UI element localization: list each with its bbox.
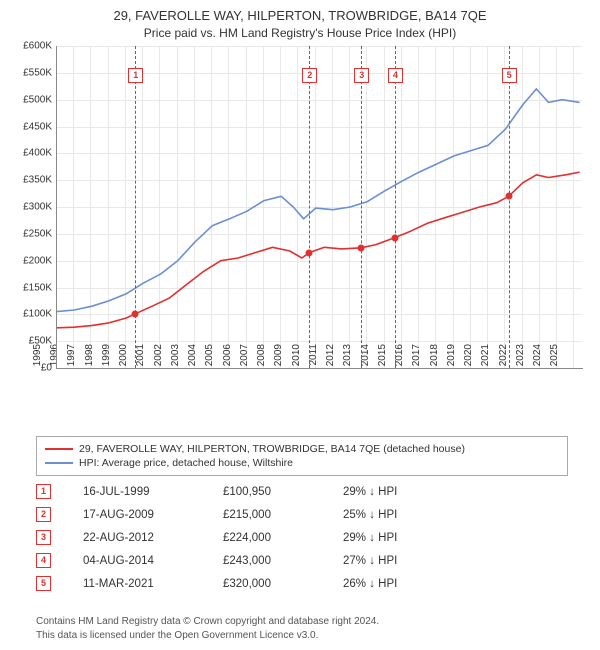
page-subtitle: Price paid vs. HM Land Registry's House … [0,23,600,40]
sale-diff: 29% ↓ HPI [343,486,483,498]
plot-area: 1 2 3 4 5 [56,46,583,369]
sale-date: 17-AUG-2009 [83,509,223,521]
legend-swatch [45,448,73,450]
sale-date: 04-AUG-2014 [83,555,223,567]
legend-swatch [45,462,73,464]
table-row: 2 17-AUG-2009£215,00025% ↓ HPI [36,503,568,526]
legend: 29, FAVEROLLE WAY, HILPERTON, TROWBRIDGE… [36,436,568,476]
ytick-label: £350K [8,175,52,186]
sale-marker-box: 3 [36,530,51,545]
sale-marker-box: 1 [36,484,51,499]
sale-marker-box: 3 [354,68,369,83]
sale-price: £243,000 [223,555,343,567]
ytick-label: £0 [8,363,52,374]
legend-row: 29, FAVEROLLE WAY, HILPERTON, TROWBRIDGE… [45,442,559,456]
table-row: 3 22-AUG-2012£224,00029% ↓ HPI [36,526,568,549]
ytick-label: £50K [8,336,52,347]
sale-marker-line [509,46,510,368]
sale-marker-box: 4 [36,553,51,568]
table-row: 5 11-MAR-2021£320,00026% ↓ HPI [36,572,568,595]
sale-price: £215,000 [223,509,343,521]
table-row: 1 16-JUL-1999£100,95029% ↓ HPI [36,480,568,503]
sale-marker-box: 1 [128,68,143,83]
sale-price: £100,950 [223,486,343,498]
legend-label: 29, FAVEROLLE WAY, HILPERTON, TROWBRIDGE… [79,443,465,455]
table-row: 4 04-AUG-2014£243,00027% ↓ HPI [36,549,568,572]
sale-marker-line [361,46,362,368]
ytick-label: £500K [8,94,52,105]
ytick-label: £250K [8,228,52,239]
sale-marker-box: 5 [36,576,51,591]
sale-price: £320,000 [223,578,343,590]
legend-label: HPI: Average price, detached house, Wilt… [79,457,293,469]
page: 29, FAVEROLLE WAY, HILPERTON, TROWBRIDGE… [0,0,600,650]
sales-table: 116-JUL-1999£100,95029% ↓ HPI217-AUG-200… [36,480,568,595]
sale-diff: 27% ↓ HPI [343,555,483,567]
sale-point [306,249,313,256]
xtick-label: 1995 [32,344,43,374]
sale-marker-box: 5 [502,68,517,83]
sale-diff: 26% ↓ HPI [343,578,483,590]
sale-marker-box: 2 [302,68,317,83]
ytick-label: £150K [8,282,52,293]
sale-diff: 29% ↓ HPI [343,532,483,544]
sale-diff: 25% ↓ HPI [343,509,483,521]
ytick-label: £300K [8,202,52,213]
sale-marker-line [395,46,396,368]
ytick-label: £200K [8,255,52,266]
chart: £0 £50K £100K £150K £200K £250K £300K £350K £400… [10,46,590,401]
sale-date: 22-AUG-2012 [83,532,223,544]
page-title: 29, FAVEROLLE WAY, HILPERTON, TROWBRIDGE… [0,0,600,23]
sale-point [358,244,365,251]
sale-point [505,193,512,200]
sale-marker-line [309,46,310,368]
footer-line: Contains HM Land Registry data © Crown c… [36,615,379,629]
footer: Contains HM Land Registry data © Crown c… [36,615,379,642]
sale-price: £224,000 [223,532,343,544]
sale-point [391,234,398,241]
legend-row: HPI: Average price, detached house, Wilt… [45,456,559,470]
ytick-label: £600K [8,41,52,52]
sale-marker-box: 2 [36,507,51,522]
ytick-label: £450K [8,121,52,132]
ytick-label: £100K [8,309,52,320]
sale-marker-line [135,46,136,368]
ytick-label: £550K [8,67,52,78]
sale-point [132,310,139,317]
sale-marker-box: 4 [388,68,403,83]
ytick-label: £400K [8,148,52,159]
sale-date: 11-MAR-2021 [83,578,223,590]
footer-line: This data is licensed under the Open Gov… [36,629,379,643]
sale-date: 16-JUL-1999 [83,486,223,498]
